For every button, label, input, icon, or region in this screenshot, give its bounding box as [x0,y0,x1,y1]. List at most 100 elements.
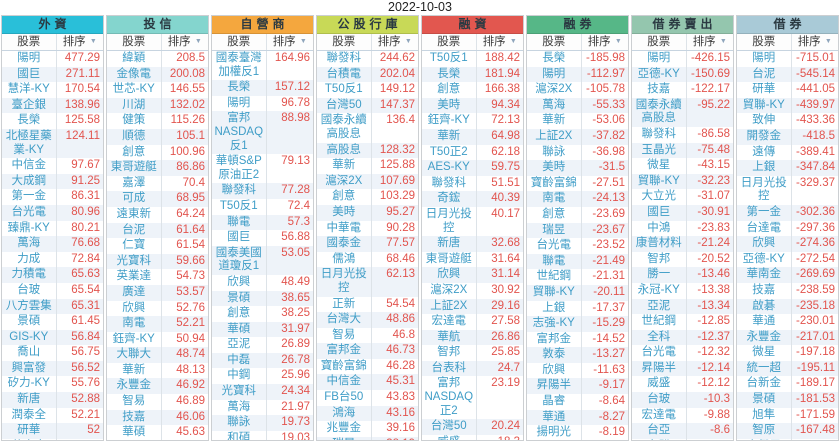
stock-name-link[interactable]: 陽明 [212,95,267,112]
stock-name-link[interactable]: 創意 [107,144,162,161]
stock-name-link[interactable]: 儒鴻 [317,251,372,268]
stock-name-link[interactable]: 華通 [527,409,582,426]
stock-name-link[interactable]: 敦泰 [527,347,582,363]
stock-name-link[interactable]: 長榮 [422,66,477,83]
stock-name-link[interactable]: 勝一 [632,267,687,283]
stock-name-link[interactable]: 寶齡富錦 [527,175,582,192]
stock-name-link[interactable]: 研華 [737,82,792,98]
stock-name-link[interactable]: 欣興 [737,236,792,252]
stock-name-link[interactable]: 高股息 [317,142,372,159]
stock-name-link[interactable]: 川湖 [107,97,162,114]
stock-name-link[interactable]: 美時 [317,204,372,221]
stock-name-link[interactable]: 景碩 [212,290,267,307]
stock-name-link[interactable]: 華新 [317,158,372,174]
stock-name-link[interactable]: 智邦 [632,251,687,268]
stock-name-link[interactable]: 陽明 [632,51,687,67]
stock-name-link[interactable]: 微星 [632,158,687,174]
stock-name-link[interactable]: 八方雲集 [2,298,57,315]
stock-name-link[interactable]: 鴻海 [317,405,372,422]
stock-name-link[interactable]: 日月光投控 [422,206,477,237]
stock-name-link[interactable]: 華新 [422,128,477,145]
stock-name-link[interactable]: 中信金 [2,158,57,174]
stock-name-link[interactable]: 台達電 [737,220,792,237]
stock-name-link[interactable]: 啟碁 [737,298,792,315]
stock-name-link[interactable]: 台亞 [632,423,687,439]
stock-name-link[interactable]: 華頓S&P原油正2 [212,154,267,184]
stock-name-link[interactable]: 台玻 [632,392,687,408]
stock-name-link[interactable]: 力積電 [2,267,57,283]
stock-name-link[interactable]: 微星 [737,345,792,361]
stock-name-link[interactable]: 開發金 [737,128,792,145]
stock-name-link[interactable]: 中磊 [212,352,267,369]
stock-name-link[interactable]: 創意 [527,206,582,223]
stock-name-link[interactable]: 世紀鋼 [527,269,582,285]
sort-header-rank[interactable]: 排序 ▼ [167,36,202,48]
stock-name-link[interactable]: AES-KY [422,160,477,176]
stock-name-link[interactable]: 欣興 [527,362,582,379]
stock-name-link[interactable]: 富邦金 [527,331,582,348]
stock-name-link[interactable]: 台光電 [2,204,57,221]
stock-name-link[interactable]: 華碩 [107,425,162,440]
stock-name-link[interactable]: 台玻 [2,282,57,299]
stock-name-link[interactable]: 興富發 [2,360,57,377]
stock-name-link[interactable]: 華航 [422,329,477,346]
stock-name-link[interactable]: 上証2X [527,128,582,145]
stock-name-link[interactable]: 亞德-KY [737,251,792,268]
sort-header-rank[interactable]: 排序 ▼ [272,36,307,48]
stock-name-link[interactable]: 上銀 [527,300,582,317]
stock-name-link[interactable]: 國巨 [212,230,267,246]
stock-name-link[interactable]: 臻鼎-KY [2,220,57,237]
stock-name-link[interactable]: 國泰永續高股息 [632,97,687,127]
stock-name-link[interactable]: 大聯大 [107,347,162,363]
stock-name-link[interactable]: 上証2X [422,298,477,315]
stock-name-link[interactable]: 宏達電 [632,407,687,424]
stock-name-link[interactable]: 永冠-KY [632,282,687,299]
stock-name-link[interactable]: 富邦NASDAQ反1 [212,111,267,155]
sort-header-rank[interactable]: 排序 ▼ [797,36,832,48]
stock-name-link[interactable]: 陽明 [737,51,792,67]
stock-name-link[interactable]: 宏達電 [422,314,477,330]
stock-name-link[interactable]: 美時 [422,97,477,114]
stock-name-link[interactable]: 上銀 [737,160,792,176]
stock-name-link[interactable]: 第一金 [2,189,57,205]
stock-name-link[interactable]: 奇鋐 [422,191,477,207]
stock-name-link[interactable]: 華新 [527,113,582,129]
stock-name-link[interactable]: 貿聯-KY [632,173,687,190]
stock-name-link[interactable]: 嘉澤 [107,175,162,192]
stock-name-link[interactable]: 聯發科 [632,126,687,143]
stock-name-link[interactable]: 慧洋-KY [2,82,57,98]
stock-name-link[interactable]: 景碩 [2,314,57,330]
stock-name-link[interactable]: 台驊 [632,438,687,440]
stock-name-link[interactable]: 瑞昱 [317,436,372,440]
stock-name-link[interactable]: 全科 [632,329,687,346]
stock-name-link[interactable]: 滬深2X [527,82,582,98]
stock-name-link[interactable]: 華南金 [737,267,792,283]
stock-name-link[interactable]: 寶齡富錦 [317,358,372,375]
stock-name-link[interactable]: 正新 [317,296,372,313]
stock-name-link[interactable]: 亞德-KY [632,66,687,83]
stock-name-link[interactable]: 聯發科 [212,183,267,199]
stock-name-link[interactable]: 欣興 [422,267,477,283]
sort-header-rank[interactable]: 排序 ▼ [587,36,622,48]
stock-name-link[interactable]: 技嘉 [632,82,687,98]
stock-name-link[interactable]: FB台50 [317,390,372,406]
stock-name-link[interactable]: 智易 [107,394,162,410]
stock-name-link[interactable]: 智原 [737,423,792,439]
stock-name-link[interactable]: 滬深2X [317,173,372,190]
stock-name-link[interactable]: 台泥 [107,222,162,239]
stock-name-link[interactable]: 永豐金 [737,329,792,346]
stock-name-link[interactable]: 中華電 [317,220,372,237]
stock-name-link[interactable]: 欣興 [212,274,267,291]
stock-name-link[interactable]: 國泰美國道瓊反1 [212,245,267,275]
stock-name-link[interactable]: 國泰臺灣加權反1 [212,51,267,81]
stock-name-link[interactable]: 智易 [317,327,372,344]
stock-name-link[interactable]: 志強-KY [527,316,582,332]
stock-name-link[interactable]: 技嘉 [107,409,162,426]
stock-name-link[interactable]: 滬深2X [422,282,477,299]
stock-name-link[interactable]: 陽明 [2,51,57,67]
stock-name-link[interactable]: 萬海 [527,97,582,114]
stock-name-link[interactable]: 光寶科 [107,253,162,270]
stock-name-link[interactable]: 技嘉 [737,282,792,299]
stock-name-link[interactable]: GIS-KY [2,329,57,346]
stock-name-link[interactable]: 國巨 [2,66,57,83]
